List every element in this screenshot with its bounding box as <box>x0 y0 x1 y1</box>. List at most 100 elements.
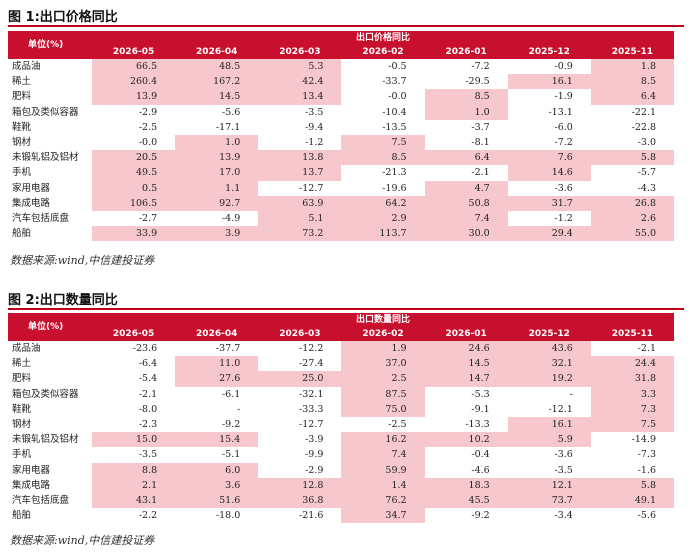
table-cell: 7.4 <box>341 447 425 463</box>
table-cell: -3.4 <box>554 510 573 522</box>
table-row: 集成电路 2.1 3.6 12.8 1.4 18.3 12.1 5.8 <box>8 477 674 493</box>
row-label: 钢材 <box>12 137 32 149</box>
table-cell: -0.0 <box>388 91 407 103</box>
table-cell: -5.4 <box>138 373 158 385</box>
table-cell: -9.2 <box>471 510 490 522</box>
table-cell: -13.1 <box>548 106 573 118</box>
table-cell: 55.0 <box>590 226 674 242</box>
table-cell: 49.1 <box>590 492 674 509</box>
table-cell: 12.8 <box>258 477 342 493</box>
table-cell: 27.6 <box>175 371 259 387</box>
table-cell: 12.1 <box>507 477 591 493</box>
table-cell: -12.1 <box>548 403 573 415</box>
table-cell: 17.0 <box>175 165 259 181</box>
table-cell: 16.1 <box>507 416 591 433</box>
table-cell: -4.6 <box>471 464 490 476</box>
row-label: 家用电器 <box>12 182 51 194</box>
table-cell: 43.6 <box>507 341 591 357</box>
table-cell: 64.2 <box>341 195 425 211</box>
table-cell: -12.7 <box>299 182 324 194</box>
table-cell: 36.8 <box>258 492 342 509</box>
table-cell: 73.2 <box>258 226 342 242</box>
column-header: 2025-12 <box>507 327 591 341</box>
column-header: 2026-05 <box>92 327 176 341</box>
table-cell: -3.6 <box>554 182 573 194</box>
table-cell: -13.5 <box>382 121 407 133</box>
table-cell: -2.5 <box>138 121 158 133</box>
table-cell: -9.4 <box>305 121 324 133</box>
table-cell: 113.7 <box>341 226 425 242</box>
table-cell: -12.2 <box>299 343 324 355</box>
table-cell: 2.6 <box>590 210 674 227</box>
table-row: 鞋靴 -8.0 - -33.3 75.0 -9.1 -12.1 7.3 <box>8 401 674 417</box>
table-cell: 1.4 <box>341 477 425 493</box>
table-cell: 3.9 <box>175 226 259 242</box>
table-cell: 73.7 <box>507 492 591 509</box>
table-row: 家用电器 8.8 6.0 -2.9 59.9 -4.6 -3.5 -1.6 <box>8 462 674 478</box>
table-cell: -8.0 <box>138 403 158 415</box>
column-header: 2026-03 <box>258 45 342 59</box>
table-cell: 20.5 <box>92 150 176 166</box>
row-label: 箱包及类似容器 <box>12 106 79 118</box>
table-cell: 24.4 <box>590 356 674 372</box>
table-cell: -33.3 <box>299 403 324 415</box>
table-cell: -2.1 <box>471 167 490 179</box>
column-header: 2026-04 <box>175 327 259 341</box>
table-cell: 45.5 <box>424 492 508 509</box>
table-row: 手机 -3.5 -5.1 -9.9 7.4 -0.4 -3.6 -7.3 <box>8 447 674 463</box>
table-cell: 7.5 <box>590 416 674 433</box>
table-cell: 48.5 <box>175 59 259 75</box>
table-cell: -21.6 <box>299 510 324 522</box>
table-cell: -9.9 <box>305 449 324 461</box>
row-label: 稀土 <box>12 358 32 370</box>
table-cell: 30.0 <box>424 226 508 242</box>
table-cell: -1.2 <box>305 137 324 149</box>
table-cell: -2.9 <box>305 464 324 476</box>
table-cell: 34.7 <box>341 508 425 524</box>
table-cell: -9.2 <box>221 419 241 431</box>
table-cell: 3.3 <box>590 386 674 402</box>
table-cell: -2.2 <box>138 510 158 522</box>
table-row: 未锻轧铝及铝材 15.0 15.4 -3.9 16.2 10.2 5.9 -14.9 <box>8 432 674 448</box>
row-label: 集成电路 <box>12 197 51 209</box>
table-row: 肥料 -5.4 27.6 25.0 2.5 14.7 19.2 31.8 <box>8 371 674 387</box>
table-cell: 11.0 <box>175 356 259 372</box>
row-label: 船舶 <box>12 510 32 522</box>
table-cell: 43.1 <box>92 492 176 509</box>
table-row: 鞋靴 -2.5 -17.1 -9.4 -13.5 -3.7 -6.0 -22.8 <box>8 120 674 135</box>
table-row: 手机 49.5 17.0 13.7 -21.3 -2.1 14.6 -5.7 <box>8 165 674 181</box>
table-cell: -9.1 <box>471 403 490 415</box>
figure1-rule <box>8 25 684 27</box>
column-header: 2026-02 <box>341 45 425 59</box>
table-cell: 5.3 <box>258 59 342 75</box>
table-cell: -37.7 <box>215 343 241 355</box>
row-label: 鞋靴 <box>12 403 32 415</box>
row-label: 手机 <box>12 167 32 179</box>
table-cell: -1.2 <box>554 212 573 224</box>
table-row: 箱包及类似容器 -2.1 -6.1 -32.1 87.5 -5.3 - 3.3 <box>8 386 674 402</box>
row-label: 未锻轧铝及铝材 <box>12 152 79 164</box>
row-label: 汽车包括底盘 <box>12 212 70 224</box>
table-row: 钢材 -2.3 -9.2 -12.7 -2.5 -13.3 16.1 7.5 <box>8 416 674 433</box>
table-cell: 8.5 <box>424 89 508 105</box>
table-cell: -3.9 <box>305 434 324 446</box>
table-cell: -5.6 <box>637 510 656 522</box>
row-label: 成品油 <box>12 343 41 355</box>
table-cell: -29.5 <box>465 76 490 88</box>
table-cell: 51.6 <box>175 492 259 509</box>
table-cell: 7.5 <box>341 134 425 151</box>
row-label: 船舶 <box>12 228 32 240</box>
table-cell: 6.4 <box>590 89 674 105</box>
table-cell: 5.9 <box>507 432 591 448</box>
table-row: 钢材 -0.0 1.0 -1.2 7.5 -8.1 -7.2 -3.0 <box>8 134 674 151</box>
table-row: 船舶 -2.2 -18.0 -21.6 34.7 -9.2 -3.4 -5.6 <box>8 508 674 524</box>
figure2-table-body: 单位(%) 出口数量同比 2026-05 2026-04 2026-03 2026-02 2… <box>8 313 674 524</box>
table-cell: 31.7 <box>507 195 591 211</box>
table-cell: 18.3 <box>424 477 508 493</box>
column-header: 2026-01 <box>424 45 508 59</box>
row-label: 肥料 <box>12 91 32 103</box>
table-cell: - <box>569 388 573 400</box>
table-cell: 7.3 <box>590 401 674 417</box>
table-cell: 13.8 <box>258 150 342 166</box>
table-row: 箱包及类似容器 -2.9 -5.6 -3.5 -10.4 1.0 -13.1 -22.1 <box>8 104 674 120</box>
